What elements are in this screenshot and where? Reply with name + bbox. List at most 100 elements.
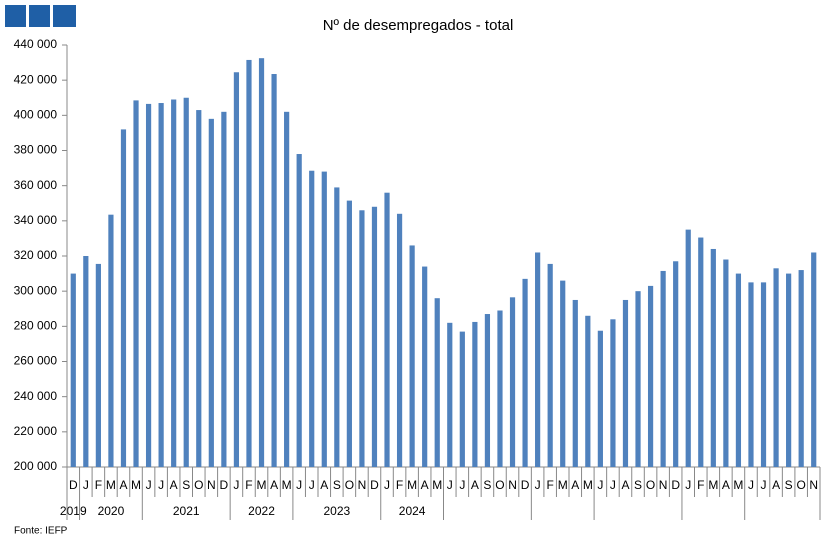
bar [208, 118, 214, 467]
x-tick-label: M [131, 478, 141, 492]
x-tick-label: M [407, 478, 417, 492]
x-tick-label: M [106, 478, 116, 492]
x-tick-label: J [309, 478, 315, 492]
bar [723, 259, 729, 467]
bar [786, 273, 792, 467]
bar [334, 187, 340, 468]
x-tick-label: S [634, 478, 642, 492]
bar [359, 210, 365, 468]
bar [610, 319, 616, 467]
x-tick-label: A [571, 478, 579, 492]
y-tick-label: 380 000 [14, 143, 58, 157]
x-tick-label: F [547, 478, 554, 492]
y-tick-label: 300 000 [14, 283, 58, 297]
x-tick-label: O [194, 478, 203, 492]
bar [171, 99, 177, 467]
x-tick-label: D [370, 478, 379, 492]
bar [422, 266, 428, 467]
x-tick-label: A [471, 478, 479, 492]
bar [522, 278, 528, 467]
x-tick-label: M [708, 478, 718, 492]
bar [798, 270, 804, 467]
x-tick-label: J [447, 478, 453, 492]
bar [647, 285, 654, 467]
bar [585, 315, 591, 467]
x-tick-label: F [396, 478, 403, 492]
x-tick-label: J [597, 478, 603, 492]
y-tick-label: 340 000 [14, 213, 58, 227]
y-tick-label: 360 000 [14, 178, 58, 192]
x-tick-label: N [508, 478, 517, 492]
bar [409, 245, 415, 467]
x-tick-label: J [459, 478, 465, 492]
bar [497, 310, 503, 467]
bar [472, 321, 478, 467]
bar [622, 299, 629, 467]
year-label: 2023 [323, 504, 350, 518]
bar [271, 74, 277, 467]
x-tick-label: J [384, 478, 390, 492]
x-tick-label: O [797, 478, 806, 492]
x-tick-label: D [521, 478, 530, 492]
bar [509, 297, 516, 467]
bar [258, 58, 265, 467]
x-tick-label: D [69, 478, 78, 492]
x-tick-label: J [158, 478, 164, 492]
bar [572, 299, 578, 467]
x-tick-label: O [646, 478, 655, 492]
x-tick-label: F [245, 478, 252, 492]
year-label: 2019 [60, 504, 87, 518]
x-tick-label: A [772, 478, 780, 492]
bar [597, 330, 603, 467]
bar [685, 229, 691, 467]
x-tick-label: N [207, 478, 216, 492]
bar [145, 103, 152, 467]
bar [384, 192, 390, 467]
bar [309, 170, 315, 468]
x-tick-label: J [761, 478, 767, 492]
x-tick-label: A [119, 478, 127, 492]
x-tick-label: A [421, 478, 429, 492]
year-label: 2020 [98, 504, 125, 518]
bar [346, 200, 352, 468]
y-tick-label: 260 000 [14, 354, 58, 368]
y-tick-label: 280 000 [14, 319, 58, 333]
bar [70, 273, 76, 467]
x-tick-label: J [685, 478, 691, 492]
bar [635, 291, 641, 467]
x-tick-label: N [659, 478, 668, 492]
bar [547, 263, 553, 467]
x-tick-label: J [296, 478, 302, 492]
bar [284, 111, 290, 468]
x-tick-label: J [748, 478, 754, 492]
x-tick-label: J [233, 478, 239, 492]
x-tick-label: S [785, 478, 793, 492]
x-tick-label: M [558, 478, 568, 492]
x-tick-label: M [282, 478, 292, 492]
bar [748, 282, 754, 467]
x-tick-label: F [697, 478, 704, 492]
y-tick-label: 440 000 [14, 37, 58, 51]
x-tick-label: O [345, 478, 354, 492]
x-tick-label: J [610, 478, 616, 492]
chart-title: Nº de desempregados - total [323, 17, 514, 34]
y-tick-label: 420 000 [14, 72, 58, 86]
bar [120, 129, 127, 467]
x-tick-label: O [495, 478, 504, 492]
x-tick-label: J [535, 478, 541, 492]
y-tick-label: 200 000 [14, 459, 58, 473]
logo-square [5, 5, 26, 27]
bar [158, 103, 164, 468]
x-tick-label: S [182, 478, 190, 492]
bar [396, 213, 403, 467]
x-tick-label: J [83, 478, 89, 492]
bar [221, 111, 227, 468]
bar [811, 252, 817, 467]
x-tick-label: S [333, 478, 341, 492]
bar [196, 110, 202, 467]
x-tick-label: M [733, 478, 743, 492]
bar [108, 214, 114, 467]
bar [321, 171, 327, 467]
x-tick-label: J [146, 478, 152, 492]
bar [484, 314, 491, 467]
